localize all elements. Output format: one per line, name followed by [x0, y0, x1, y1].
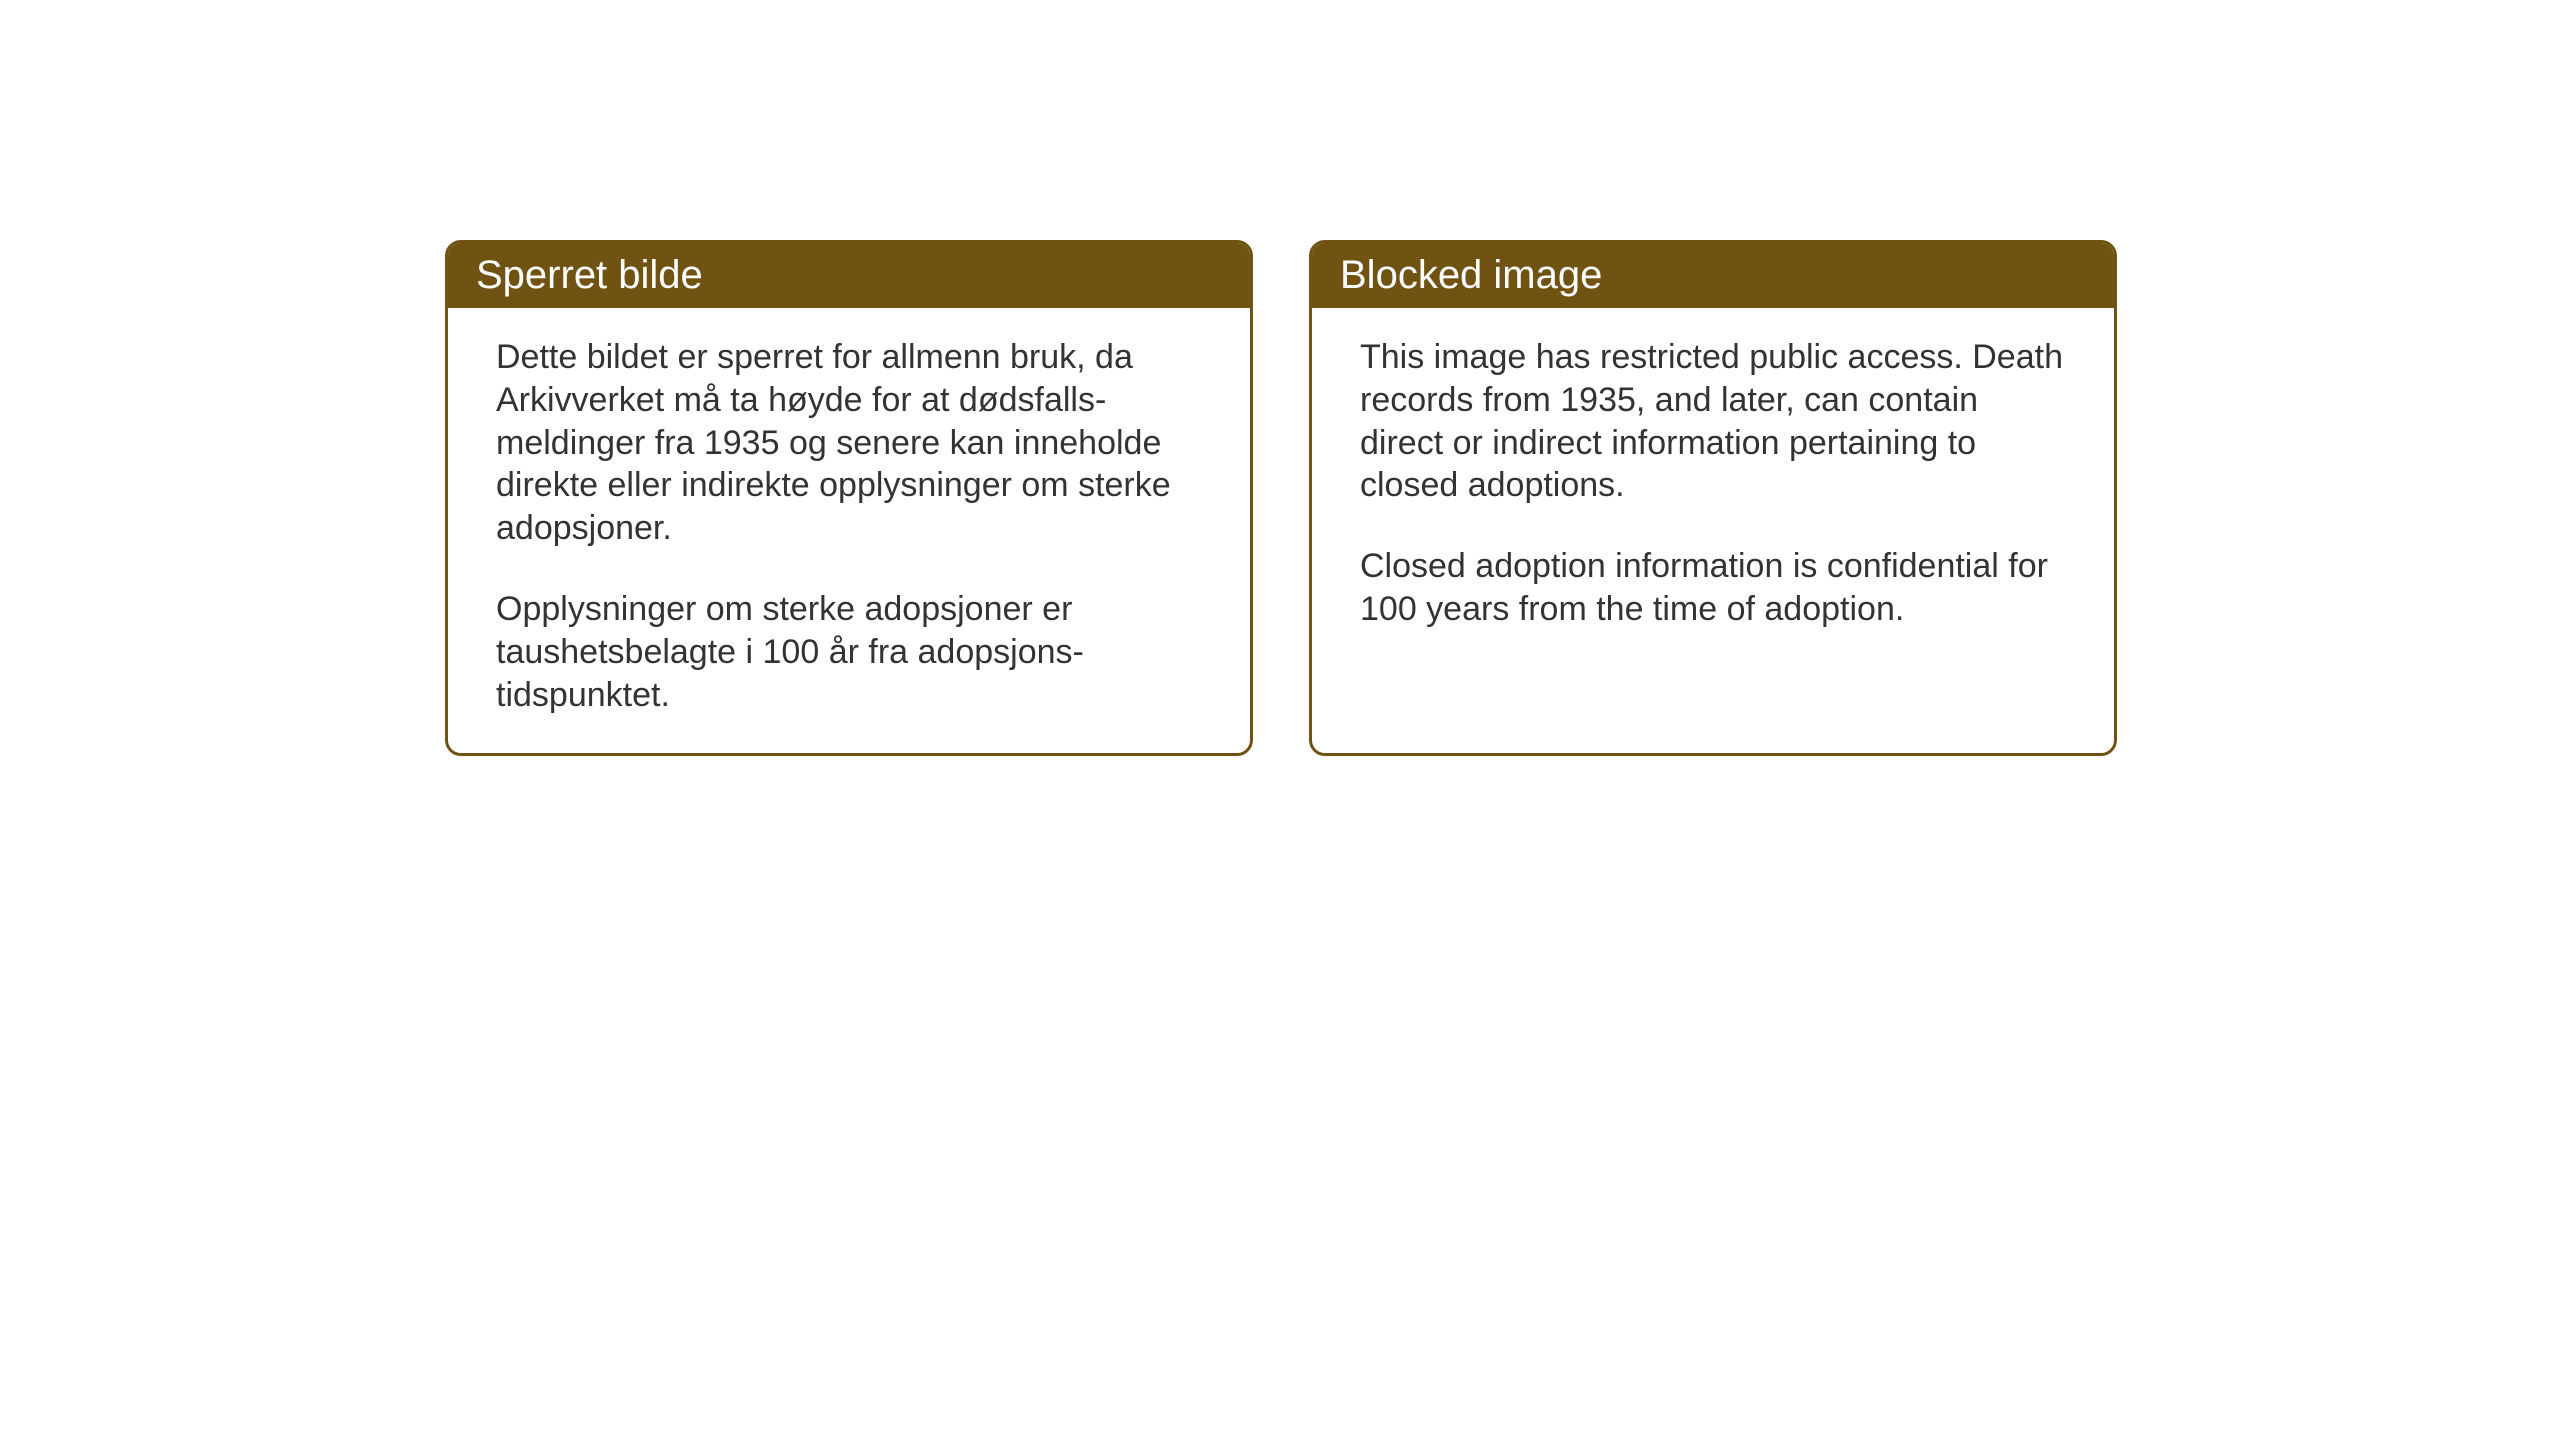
- card-norwegian-paragraph-1: Dette bildet er sperret for allmenn bruk…: [496, 336, 1202, 550]
- card-norwegian-body: Dette bildet er sperret for allmenn bruk…: [448, 308, 1250, 753]
- card-english-paragraph-1: This image has restricted public access.…: [1360, 336, 2066, 507]
- cards-container: Sperret bilde Dette bildet er sperret fo…: [445, 240, 2117, 756]
- card-english-header: Blocked image: [1312, 243, 2114, 308]
- card-english: Blocked image This image has restricted …: [1309, 240, 2117, 756]
- card-norwegian-header: Sperret bilde: [448, 243, 1250, 308]
- card-norwegian-title: Sperret bilde: [476, 253, 703, 297]
- card-english-paragraph-2: Closed adoption information is confident…: [1360, 545, 2066, 631]
- card-english-body: This image has restricted public access.…: [1312, 308, 2114, 667]
- card-norwegian: Sperret bilde Dette bildet er sperret fo…: [445, 240, 1253, 756]
- card-norwegian-paragraph-2: Opplysninger om sterke adopsjoner er tau…: [496, 588, 1202, 716]
- card-english-title: Blocked image: [1340, 253, 1602, 297]
